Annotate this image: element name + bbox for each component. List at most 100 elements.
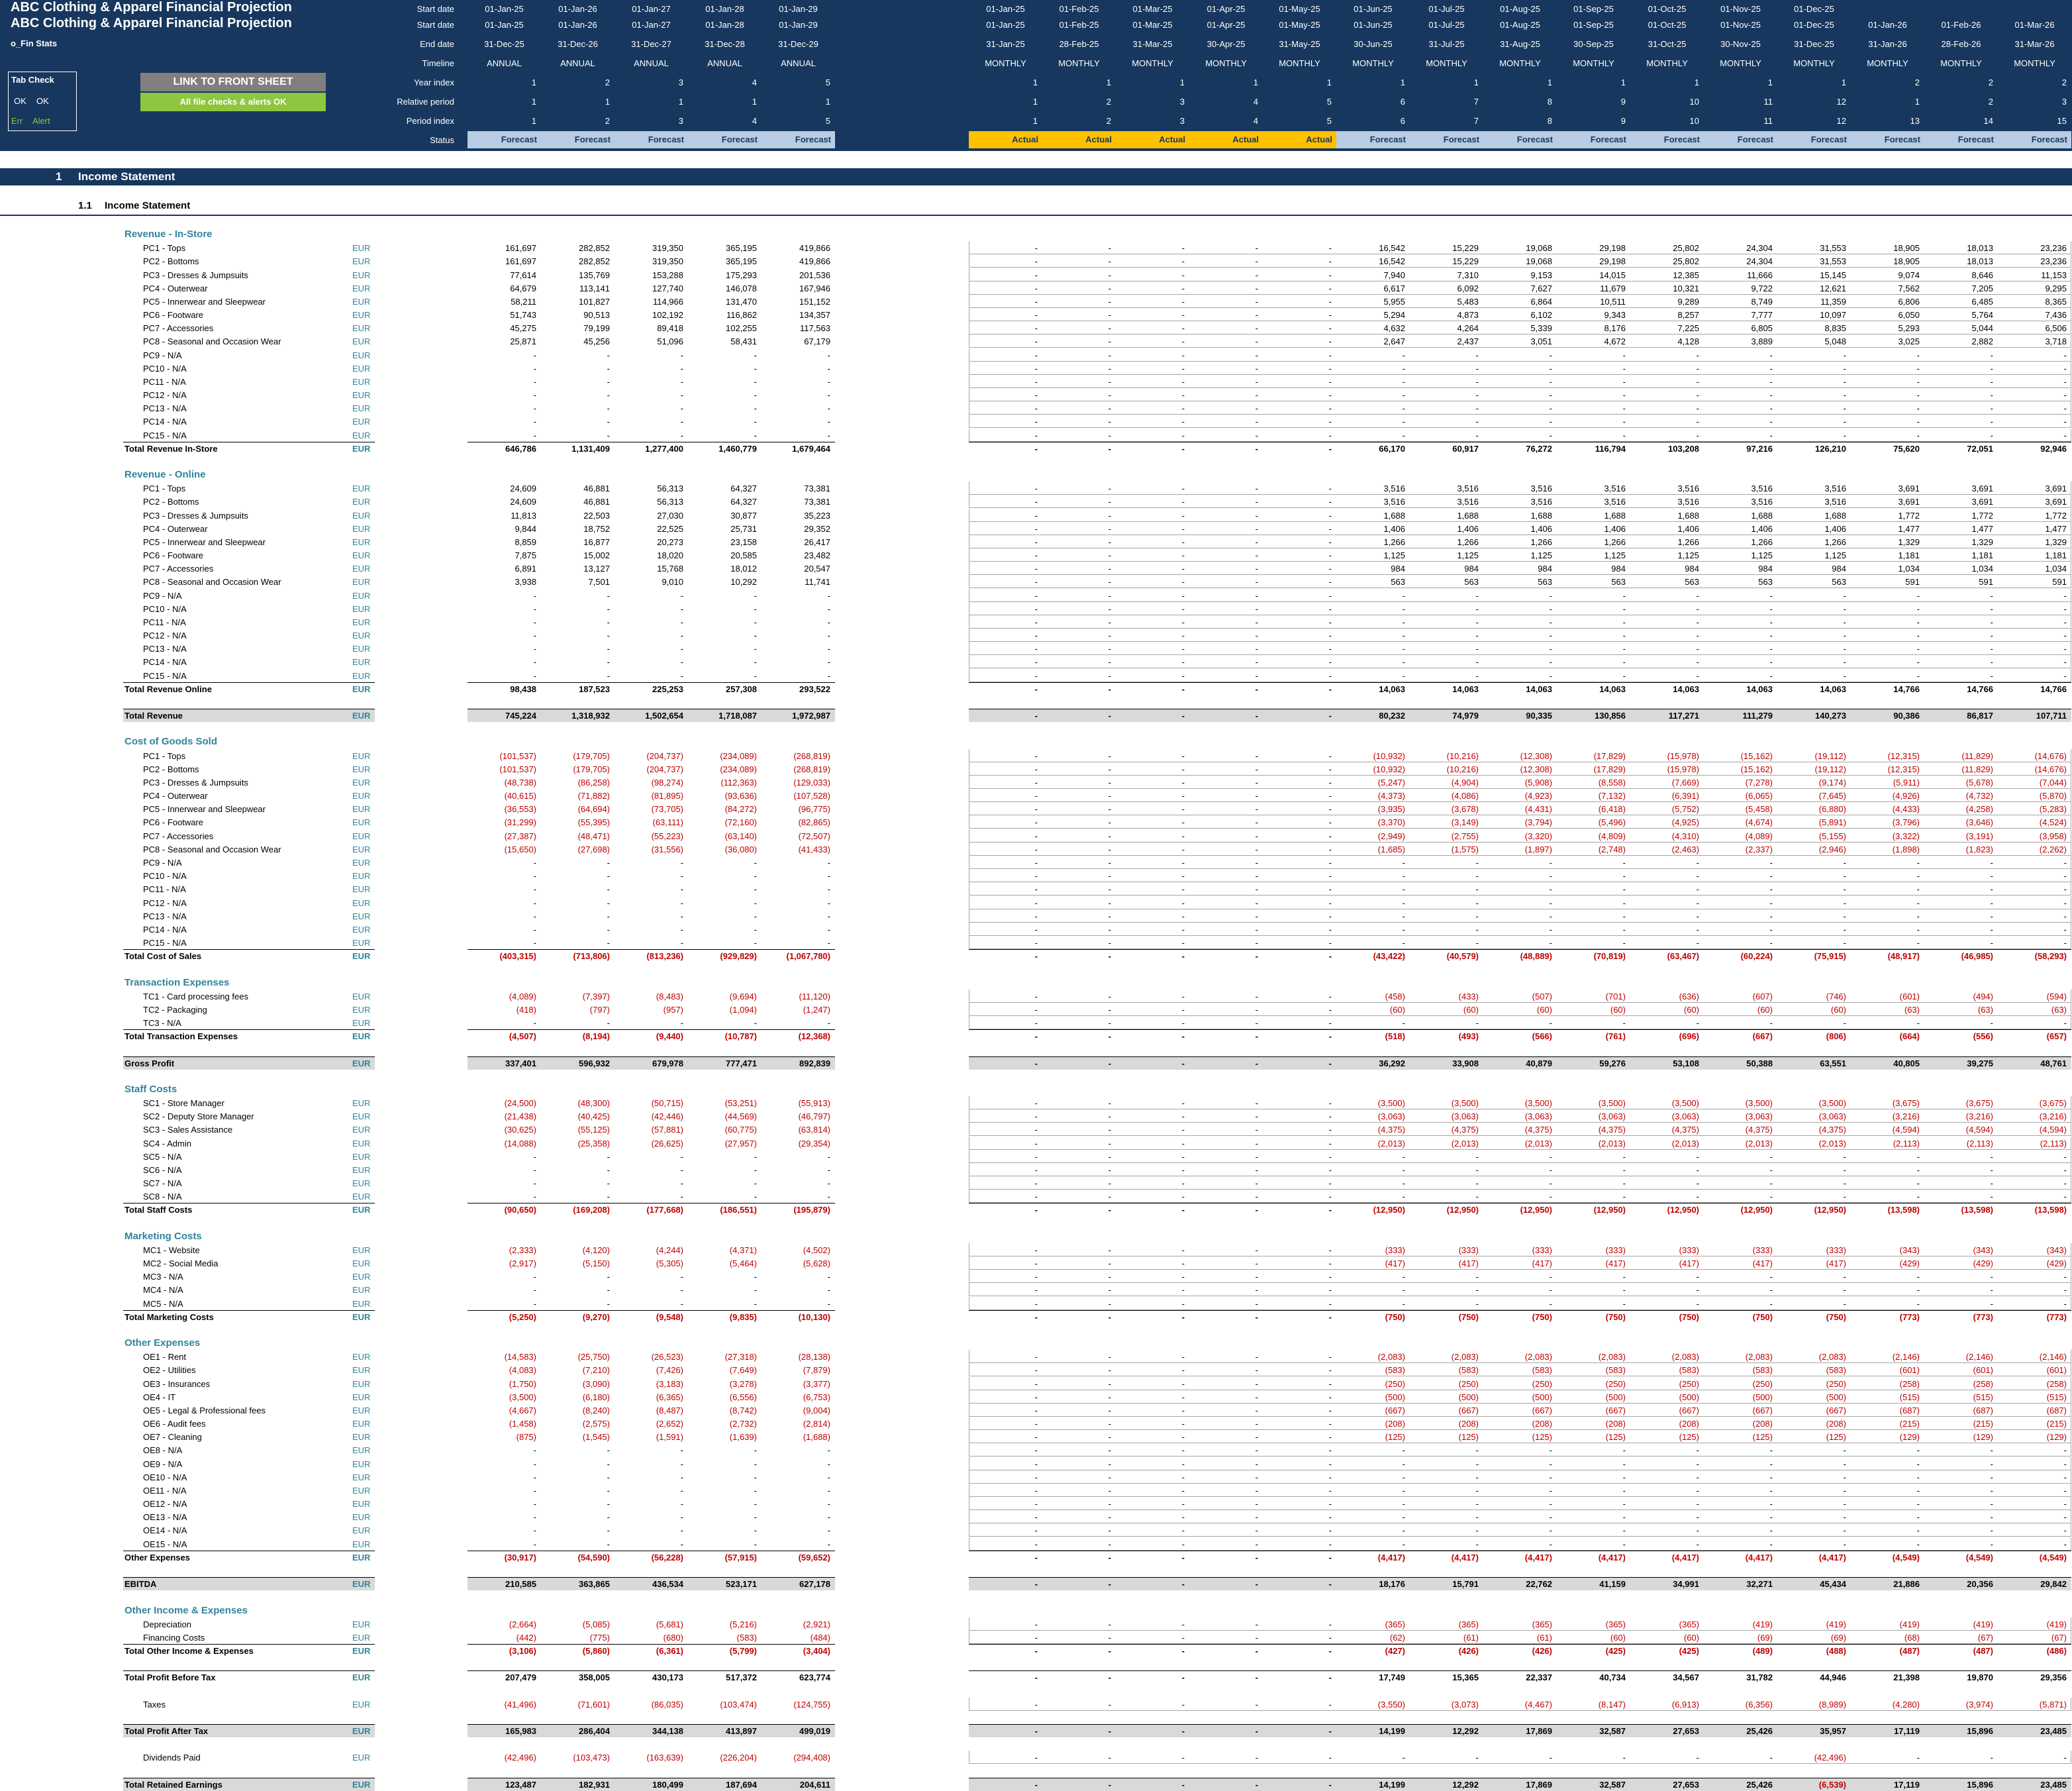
- monthly-cell-border: [969, 802, 2071, 816]
- monthly-value-cell: -: [1769, 1018, 1773, 1029]
- monthly-value-cell: -: [1990, 1018, 1993, 1029]
- annual-value-cell: -: [607, 1445, 610, 1456]
- monthly-value-cell: -: [1255, 1285, 1258, 1296]
- monthly-value-cell: -: [1916, 1178, 1920, 1189]
- monthly-cell-border: [969, 1510, 2071, 1524]
- annual-value-cell: 116,862: [726, 310, 757, 321]
- monthly-value-cell: -: [1255, 1672, 1258, 1683]
- monthly-value-cell: -: [1181, 1672, 1185, 1683]
- monthly-value-cell: -: [1328, 484, 1332, 494]
- monthly-value-cell: -: [1328, 831, 1332, 841]
- monthly-value-cell: 25,802: [1673, 256, 1699, 267]
- monthly-value-cell: (4,524): [2039, 817, 2067, 828]
- monthly-value-cell: -: [1108, 510, 1111, 521]
- monthly-value-cell: -: [1108, 844, 1111, 854]
- monthly-cell-border: [969, 896, 2071, 909]
- monthly-value-cell: 1,772: [1971, 510, 1993, 521]
- monthly-cell-border: [969, 655, 2071, 669]
- line-item-row: PC8 - Seasonal and Occasion Wear EUR 25,87…: [0, 334, 2072, 348]
- monthly-value-cell: -: [1769, 390, 1773, 401]
- annual-value-cell: (3,377): [803, 1378, 830, 1389]
- annual-value-cell: -: [680, 670, 683, 681]
- monthly-value-cell: -: [1769, 871, 1773, 882]
- monthly-relative-cell: 5: [1326, 97, 1332, 107]
- annual-value-cell: -: [754, 884, 757, 895]
- annual-value-cell: -: [533, 1485, 536, 1496]
- monthly-value-cell: -: [1328, 323, 1332, 334]
- total-row: Total Revenue Online EUR 98,438 187,523 225,…: [0, 682, 2072, 695]
- monthly-end-cell: 31-Jul-25: [1428, 39, 1465, 49]
- total-row: Total Cost of Sales EUR (403,315) (713,806)…: [0, 949, 2072, 962]
- annual-value-cell: (2,664): [509, 1619, 536, 1629]
- row-label: PC15 - N/A: [143, 430, 187, 440]
- total-row: Gross Profit EUR 337,401 596,932 679,978 777,…: [0, 1056, 2072, 1070]
- monthly-value-cell: 1,125: [1604, 550, 1626, 561]
- annual-value-cell: -: [680, 430, 683, 440]
- monthly-value-cell: (3,063): [1377, 1111, 1405, 1122]
- monthly-value-cell: -: [1034, 1646, 1038, 1657]
- link-to-front-sheet-button[interactable]: LINK TO FRONT SHEET: [140, 73, 326, 91]
- currency-label: EUR: [352, 1352, 371, 1362]
- monthly-start-cell: 01-Oct-25: [1648, 20, 1687, 30]
- monthly-value-cell: -: [1402, 403, 1405, 414]
- monthly-value-cell: -: [1034, 497, 1038, 507]
- monthly-cell-border: [969, 321, 2071, 335]
- annual-value-cell: 623,774: [799, 1672, 830, 1683]
- annual-value-cell: (177,668): [646, 1205, 683, 1215]
- monthly-value-cell: -: [1549, 911, 1552, 921]
- monthly-value-cell: -: [1255, 1111, 1258, 1122]
- monthly-value-cell: -: [1769, 590, 1773, 601]
- monthly-timeline-cell: MONTHLY: [1352, 58, 1394, 68]
- monthly-value-cell: -: [1475, 1178, 1479, 1189]
- monthly-value-cell: -: [1622, 670, 1626, 681]
- monthly-value-cell: -: [1255, 857, 1258, 868]
- annual-value-cell: -: [680, 884, 683, 895]
- row-label: PC3 - Dresses & Jumpsuits: [143, 270, 248, 280]
- monthly-value-cell: (696): [1679, 1031, 1699, 1042]
- monthly-value-cell: -: [1108, 871, 1111, 882]
- annual-value-cell: -: [607, 1472, 610, 1482]
- monthly-value-cell: -: [1181, 991, 1185, 1001]
- annual-value-cell: -: [827, 617, 830, 627]
- monthly-value-cell: 25,426: [1746, 1726, 1773, 1737]
- monthly-value-cell: (60): [1536, 1004, 1552, 1015]
- annual-value-cell: 23,482: [804, 550, 830, 561]
- annual-value-cell: 20,273: [657, 537, 683, 547]
- annual-start-top-cell: 01-Jan-29: [779, 4, 818, 14]
- currency-label: EUR: [352, 670, 371, 681]
- monthly-value-cell: -: [2063, 1272, 2067, 1282]
- monthly-start-top-cell: 01-Mar-25: [1132, 4, 1173, 14]
- monthly-value-cell: -: [1108, 657, 1111, 668]
- monthly-cell-border: [969, 748, 2071, 762]
- annual-value-cell: (5,628): [803, 1258, 830, 1269]
- monthly-value-cell: 7,940: [1383, 270, 1405, 280]
- monthly-value-cell: -: [1328, 537, 1332, 547]
- annual-value-cell: 15,768: [657, 564, 683, 574]
- monthly-value-cell: 16,542: [1379, 243, 1405, 254]
- monthly-value-cell: 90,335: [1526, 711, 1552, 721]
- monthly-value-cell: (489): [1752, 1646, 1773, 1657]
- line-item-row: PC14 - N/A EUR - - - - - - - - - - - - - - - - - - - -: [0, 922, 2072, 936]
- file-checks-status-button[interactable]: All file checks & alerts OK: [140, 93, 326, 111]
- currency-label: EUR: [352, 831, 371, 841]
- monthly-value-cell: (4,925): [1671, 817, 1699, 828]
- monthly-start-cell: 01-Dec-25: [1794, 20, 1834, 30]
- monthly-value-cell: -: [1255, 443, 1258, 454]
- monthly-value-cell: (5,908): [1524, 777, 1552, 788]
- monthly-value-cell: -: [1108, 817, 1111, 828]
- monthly-value-cell: -: [1622, 403, 1626, 414]
- annual-value-cell: 23,158: [730, 537, 757, 547]
- row-label: OE12 - N/A: [143, 1499, 187, 1510]
- currency-label: EUR: [352, 1432, 371, 1443]
- monthly-value-cell: (773): [1899, 1311, 1920, 1322]
- annual-value-cell: -: [533, 617, 536, 627]
- model-title: ABC Clothing & Apparel Financial Project…: [11, 16, 292, 30]
- monthly-value-cell: (4,375): [1818, 1125, 1846, 1135]
- monthly-value-cell: -: [1402, 1272, 1405, 1282]
- annual-value-cell: (36,080): [724, 844, 757, 854]
- monthly-value-cell: (333): [1826, 1245, 1846, 1255]
- row-label: Total Revenue: [124, 711, 183, 721]
- monthly-value-cell: -: [1255, 1018, 1258, 1029]
- monthly-value-cell: 5,339: [1530, 323, 1552, 334]
- line-item-row: PC2 - Bottoms EUR (101,537) (179,705) (204,7…: [0, 762, 2072, 776]
